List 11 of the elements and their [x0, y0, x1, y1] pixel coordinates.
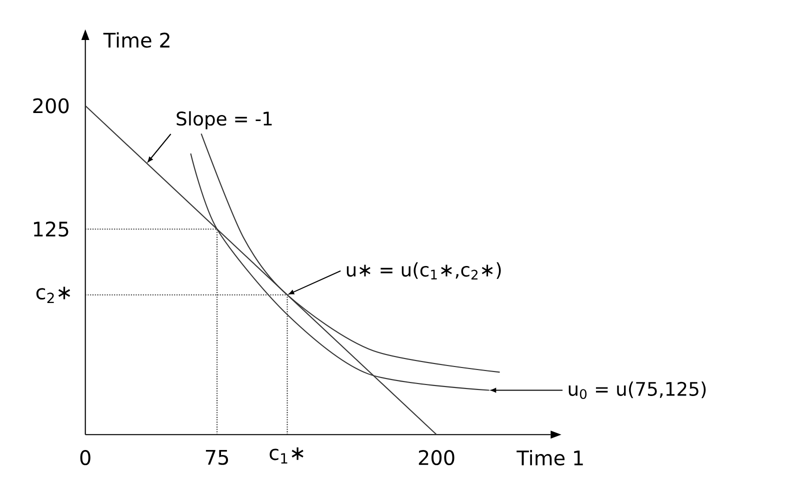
y-axis-title: Time 2 — [103, 32, 170, 48]
x-tick-label: 0 — [80, 450, 90, 466]
annotation: u∗ = u(c$_{1}$∗,c$_{2}$∗) — [346, 262, 501, 280]
x-tick-label: 200 — [418, 450, 454, 466]
annotation: u$_{0}$ = u(75,125) — [568, 382, 706, 399]
annotation: c$_{2}$∗ — [36, 286, 70, 304]
x-tick-label: 75 — [206, 450, 228, 465]
y-tick-label: 125 — [34, 222, 68, 237]
annotation: Slope = -1 — [176, 111, 272, 130]
x-axis-title: Time 1 — [516, 450, 583, 466]
annotation: c$_{1}$∗ — [270, 447, 304, 464]
